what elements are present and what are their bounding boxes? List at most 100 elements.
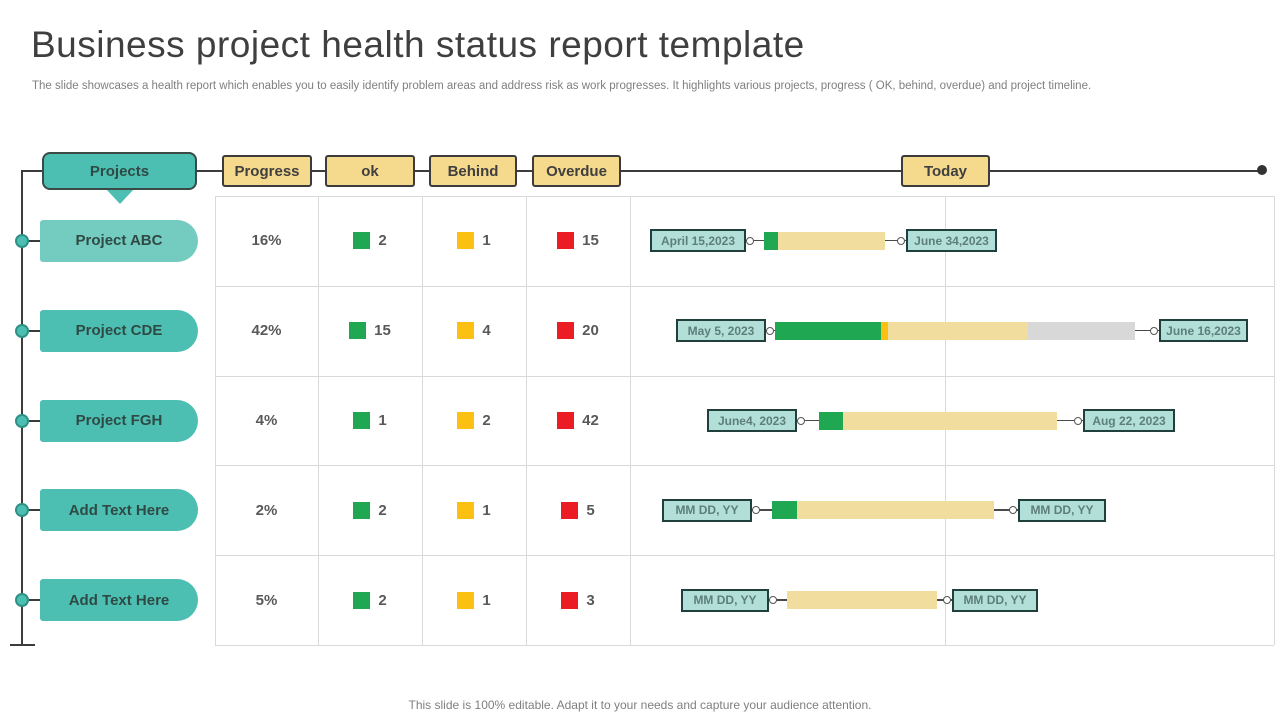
left-rail-line	[21, 170, 23, 645]
ok-count-cell: 2	[318, 555, 422, 645]
table-grid-line-horizontal	[215, 465, 1274, 467]
ok-count-cell: 15	[318, 286, 422, 376]
table-grid-line-vertical	[1274, 196, 1275, 645]
timeline-end-node	[1009, 506, 1017, 515]
table-grid-line-vertical	[526, 196, 527, 645]
ok-status-square	[349, 322, 367, 340]
behind-count-cell: 1	[422, 196, 526, 286]
behind-status-square	[457, 411, 475, 429]
timeline-end-label[interactable]: Aug 22, 2023	[1083, 409, 1175, 432]
rail-pill-connector	[22, 509, 42, 512]
behind-count-cell: 1	[422, 555, 526, 645]
rail-node	[15, 323, 29, 338]
progress-value: 2%	[255, 501, 278, 519]
behind-status-square	[457, 232, 475, 250]
project-pill[interactable]: Project ABC	[40, 219, 198, 262]
timeline-start-node	[797, 416, 805, 425]
gantt-bar-segment	[1028, 321, 1135, 340]
progress-value: 4%	[255, 411, 278, 429]
overdue-count-cell: 3	[526, 555, 630, 645]
timeline-end-node	[897, 236, 905, 245]
table-grid-line-horizontal	[215, 645, 1274, 646]
timeline-end-label[interactable]: MM DD, YY	[952, 588, 1038, 612]
timeline-end-label[interactable]: MM DD, YY	[1018, 498, 1106, 522]
behind-count-cell: 2	[422, 376, 526, 466]
timeline-end-node	[943, 596, 951, 605]
timeline-start-connector	[769, 599, 787, 601]
overdue-status-square	[561, 591, 579, 609]
progress-value: 42%	[251, 322, 282, 340]
timeline-start-label[interactable]: June4, 2023	[707, 409, 797, 432]
gantt-bar-segment	[787, 591, 937, 610]
header-button-behind[interactable]: Behind	[429, 155, 517, 187]
ok-count: 1	[378, 411, 387, 429]
gantt-bar	[764, 231, 885, 250]
behind-count: 1	[482, 501, 491, 519]
gantt-bar	[787, 591, 937, 610]
timeline-start-label[interactable]: MM DD, YY	[681, 588, 769, 612]
timeline-start-connector	[752, 509, 772, 511]
table-grid-line-horizontal	[215, 555, 1274, 557]
timeline-end-label[interactable]: June 16,2023	[1159, 319, 1248, 343]
gantt-bar	[819, 411, 1057, 430]
header-button-ok[interactable]: ok	[325, 155, 415, 187]
gantt-bar-segment	[881, 321, 888, 340]
ok-count: 2	[378, 501, 387, 519]
timeline-end-node	[1150, 326, 1158, 335]
behind-count: 4	[482, 322, 491, 340]
ok-status-square	[353, 232, 371, 250]
rail-pill-connector	[22, 599, 42, 602]
gantt-bar-segment	[797, 501, 994, 520]
timeline-end-node	[1074, 416, 1082, 425]
gantt-bar-segment	[843, 411, 1057, 430]
progress-value: 16%	[251, 232, 282, 250]
rail-pill-connector	[22, 239, 42, 242]
rail-pill-connector	[22, 329, 42, 332]
timeline-start-node	[769, 596, 777, 605]
rail-node	[15, 503, 29, 518]
header-button-today[interactable]: Today	[901, 155, 990, 187]
projects-pointer-triangle	[106, 189, 134, 204]
progress-value: 5%	[255, 591, 278, 609]
timeline-start-label[interactable]: May 5, 2023	[676, 319, 766, 343]
behind-count: 2	[482, 411, 491, 429]
table-grid-line-horizontal	[215, 196, 1274, 197]
rail-node	[15, 593, 29, 608]
rail-pill-connector	[22, 419, 42, 422]
timeline-start-label[interactable]: April 15,2023	[650, 229, 746, 253]
projects-header-button[interactable]: Projects	[42, 152, 197, 190]
project-pill[interactable]: Add Text Here	[40, 489, 198, 532]
behind-count-cell: 4	[422, 286, 526, 376]
timeline-start-node	[766, 326, 774, 335]
behind-count: 1	[482, 232, 491, 250]
timeline-end-label[interactable]: June 34,2023	[906, 229, 997, 253]
header-button-overdue[interactable]: Overdue	[532, 155, 621, 187]
projects-header-label: Projects	[89, 162, 150, 180]
timeline-end-connector	[1135, 329, 1159, 332]
project-pill[interactable]: Project FGH	[40, 399, 198, 442]
timeline-end-connector	[885, 239, 906, 242]
table-grid-line-horizontal	[215, 375, 1274, 377]
table-grid-line-horizontal	[215, 285, 1274, 287]
overdue-count-cell: 42	[526, 376, 630, 466]
overdue-status-square	[557, 232, 575, 250]
gantt-bar-segment	[888, 321, 1028, 340]
timeline-end-dot	[1257, 165, 1267, 175]
overdue-count-cell: 15	[526, 196, 630, 286]
project-pill[interactable]: Project CDE	[40, 309, 198, 352]
timeline-end-connector	[994, 509, 1018, 511]
header-button-progress[interactable]: Progress	[222, 155, 312, 187]
gantt-bar-segment	[772, 501, 797, 520]
ok-status-square	[353, 591, 371, 609]
ok-count: 2	[378, 591, 387, 609]
overdue-count: 15	[582, 232, 599, 250]
overdue-status-square	[561, 501, 579, 519]
ok-count-cell: 1	[318, 376, 422, 466]
timeline-end-connector	[1057, 419, 1083, 421]
timeline-start-label[interactable]: MM DD, YY	[662, 498, 752, 522]
overdue-status-square	[557, 411, 575, 429]
project-pill[interactable]: Add Text Here	[40, 579, 198, 622]
table-grid-line-vertical	[215, 196, 216, 645]
header-connector-line	[22, 170, 1262, 172]
